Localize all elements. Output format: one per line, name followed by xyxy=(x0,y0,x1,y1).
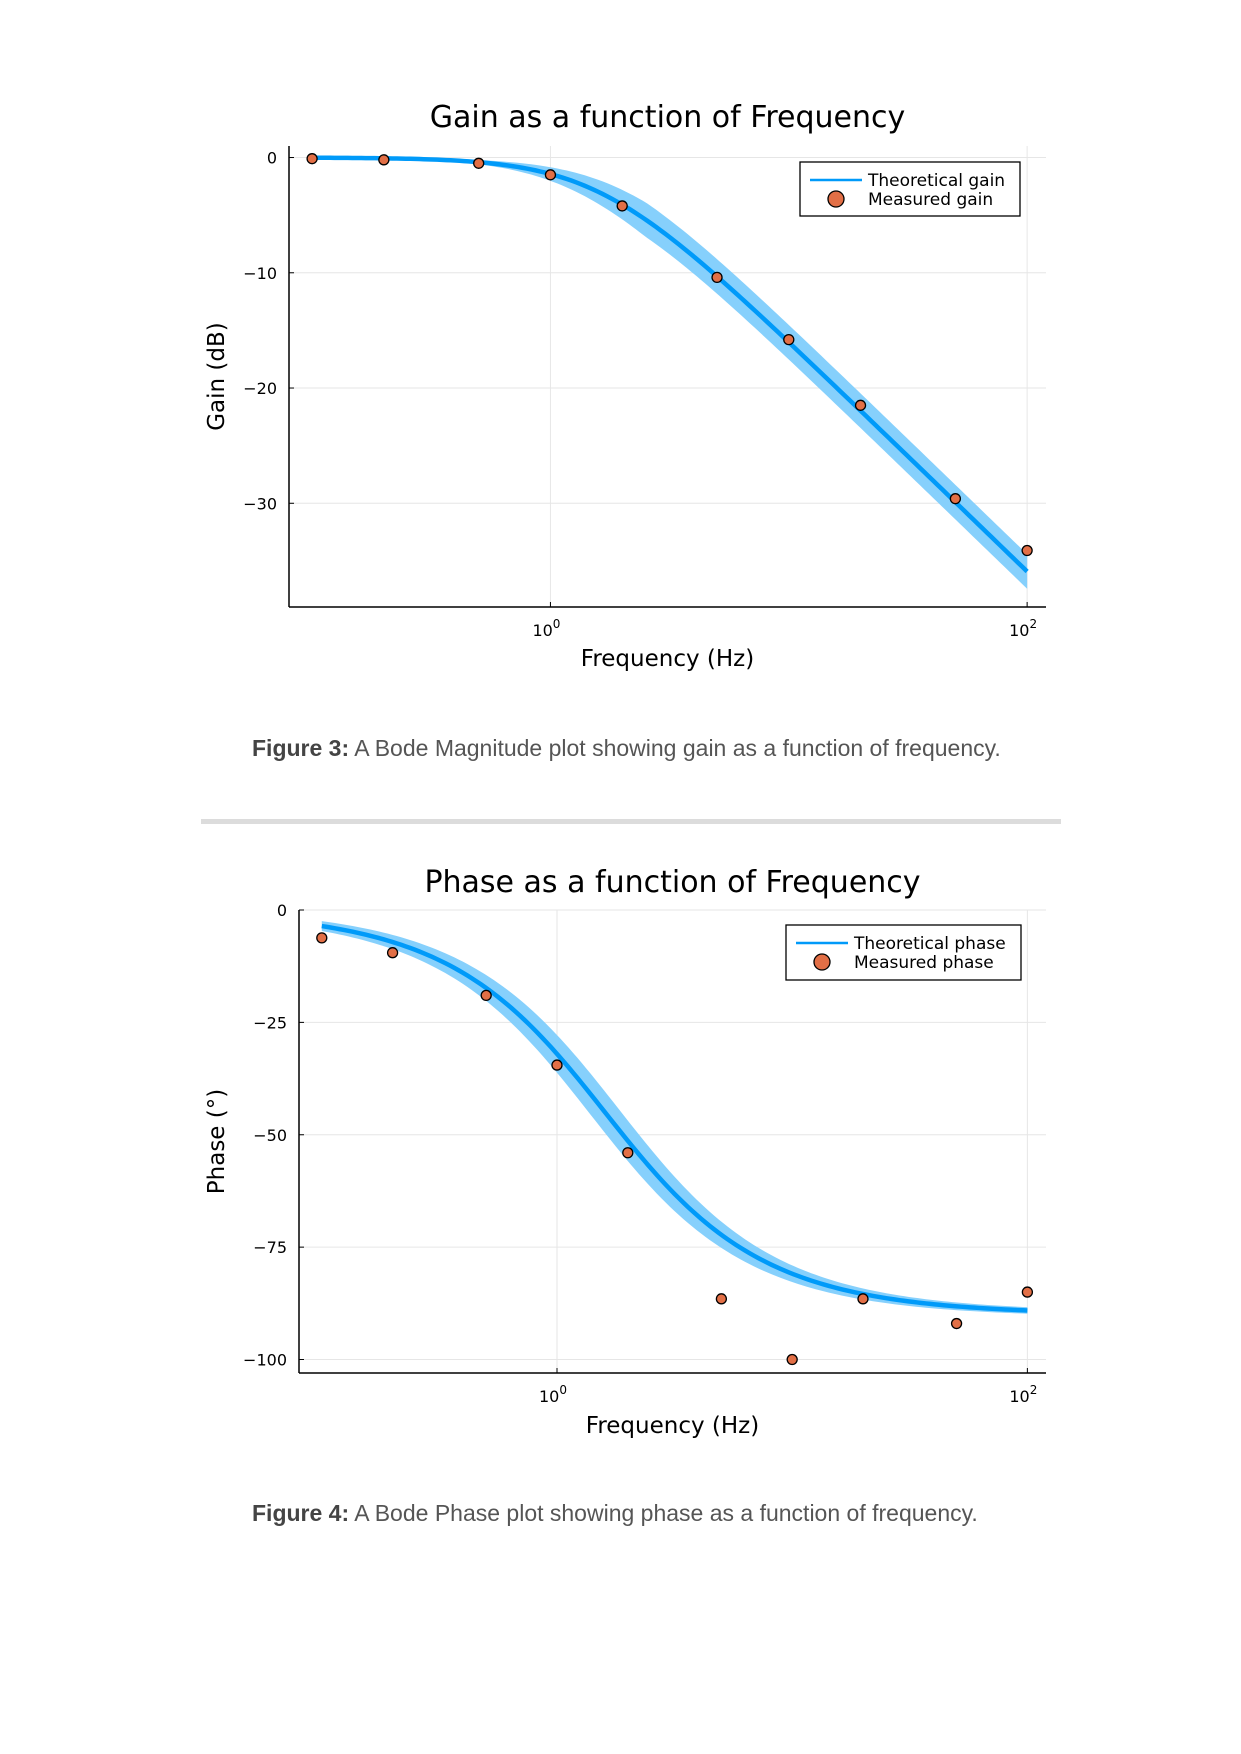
measured-point xyxy=(1021,544,1033,557)
x-tick-label: 102 xyxy=(1009,617,1037,640)
measured-point xyxy=(786,1353,798,1366)
y-tick-label: −100 xyxy=(243,1351,287,1370)
figure-3-caption: Figure 3: A Bode Magnitude plot showing … xyxy=(252,735,1152,762)
chart-title: Gain as a function of Frequency xyxy=(430,100,906,135)
legend-label-measured: Measured gain xyxy=(868,190,993,210)
measured-point xyxy=(715,1293,728,1305)
theoretical-line xyxy=(312,155,1029,574)
y-tick-label: −75 xyxy=(253,1238,287,1257)
measured-point xyxy=(306,153,318,165)
measured-point xyxy=(386,947,399,959)
phase-chart: 0 −25 −50 −75 −100 100 102 Phase as a function … xyxy=(204,865,1046,1439)
y-axis-label: Gain (dB) xyxy=(204,322,230,431)
measured-point xyxy=(711,271,723,284)
measured-point xyxy=(857,1293,869,1305)
legend-label-theoretical: Theoretical gain xyxy=(867,171,1005,191)
chart-title: Phase as a function of Frequency xyxy=(424,865,920,900)
measured-point xyxy=(544,169,557,181)
figure-3-label: Figure 3: xyxy=(252,735,350,761)
y-tick-label: 0 xyxy=(267,149,277,168)
measured-point xyxy=(480,989,492,1002)
y-tick-label: −50 xyxy=(253,1126,287,1145)
measured-point xyxy=(622,1147,634,1159)
measured-point xyxy=(473,157,485,169)
x-axis-label: Frequency (Hz) xyxy=(586,1413,759,1439)
figure-4-label: Figure 4: xyxy=(252,1500,350,1526)
measured-point xyxy=(551,1059,563,1071)
measured-point xyxy=(316,932,328,944)
legend-marker-swatch xyxy=(813,953,831,971)
measured-point xyxy=(854,399,867,411)
y-tick-label: −20 xyxy=(243,379,277,398)
x-tick-label: 102 xyxy=(1009,1383,1037,1406)
legend-label-theoretical: Theoretical phase xyxy=(853,934,1006,954)
x-tick-label: 100 xyxy=(539,1383,567,1406)
figure-3-text: A Bode Magnitude plot showing gain as a … xyxy=(349,735,1001,761)
legend-marker-swatch xyxy=(827,190,845,208)
section-divider xyxy=(201,819,1061,824)
measured-point xyxy=(616,200,628,212)
measured-point xyxy=(1021,1286,1034,1298)
measured-point xyxy=(378,154,390,166)
gain-chart: 0 −10 −20 −30 100 102 Gain as a function of Fr… xyxy=(204,100,1046,672)
y-axis-label: Phase (°) xyxy=(204,1089,230,1194)
theoretical-band xyxy=(312,157,1028,589)
x-axis-label: Frequency (Hz) xyxy=(581,646,754,672)
measured-point xyxy=(783,333,795,346)
legend-box xyxy=(785,924,1022,981)
y-tick-label: −25 xyxy=(253,1013,287,1032)
measured-point xyxy=(950,1317,963,1330)
figure-4-caption: Figure 4: A Bode Phase plot showing phas… xyxy=(252,1500,1152,1527)
x-tick-label: 100 xyxy=(532,617,560,640)
legend-label-measured: Measured phase xyxy=(854,953,994,973)
y-tick-label: 0 xyxy=(277,901,287,920)
y-tick-label: −30 xyxy=(243,494,277,513)
y-tick-label: −10 xyxy=(243,264,277,283)
measured-point xyxy=(949,493,962,505)
theoretical-line xyxy=(321,923,1028,1313)
figure-4-text: A Bode Phase plot showing phase as a fun… xyxy=(349,1500,978,1526)
